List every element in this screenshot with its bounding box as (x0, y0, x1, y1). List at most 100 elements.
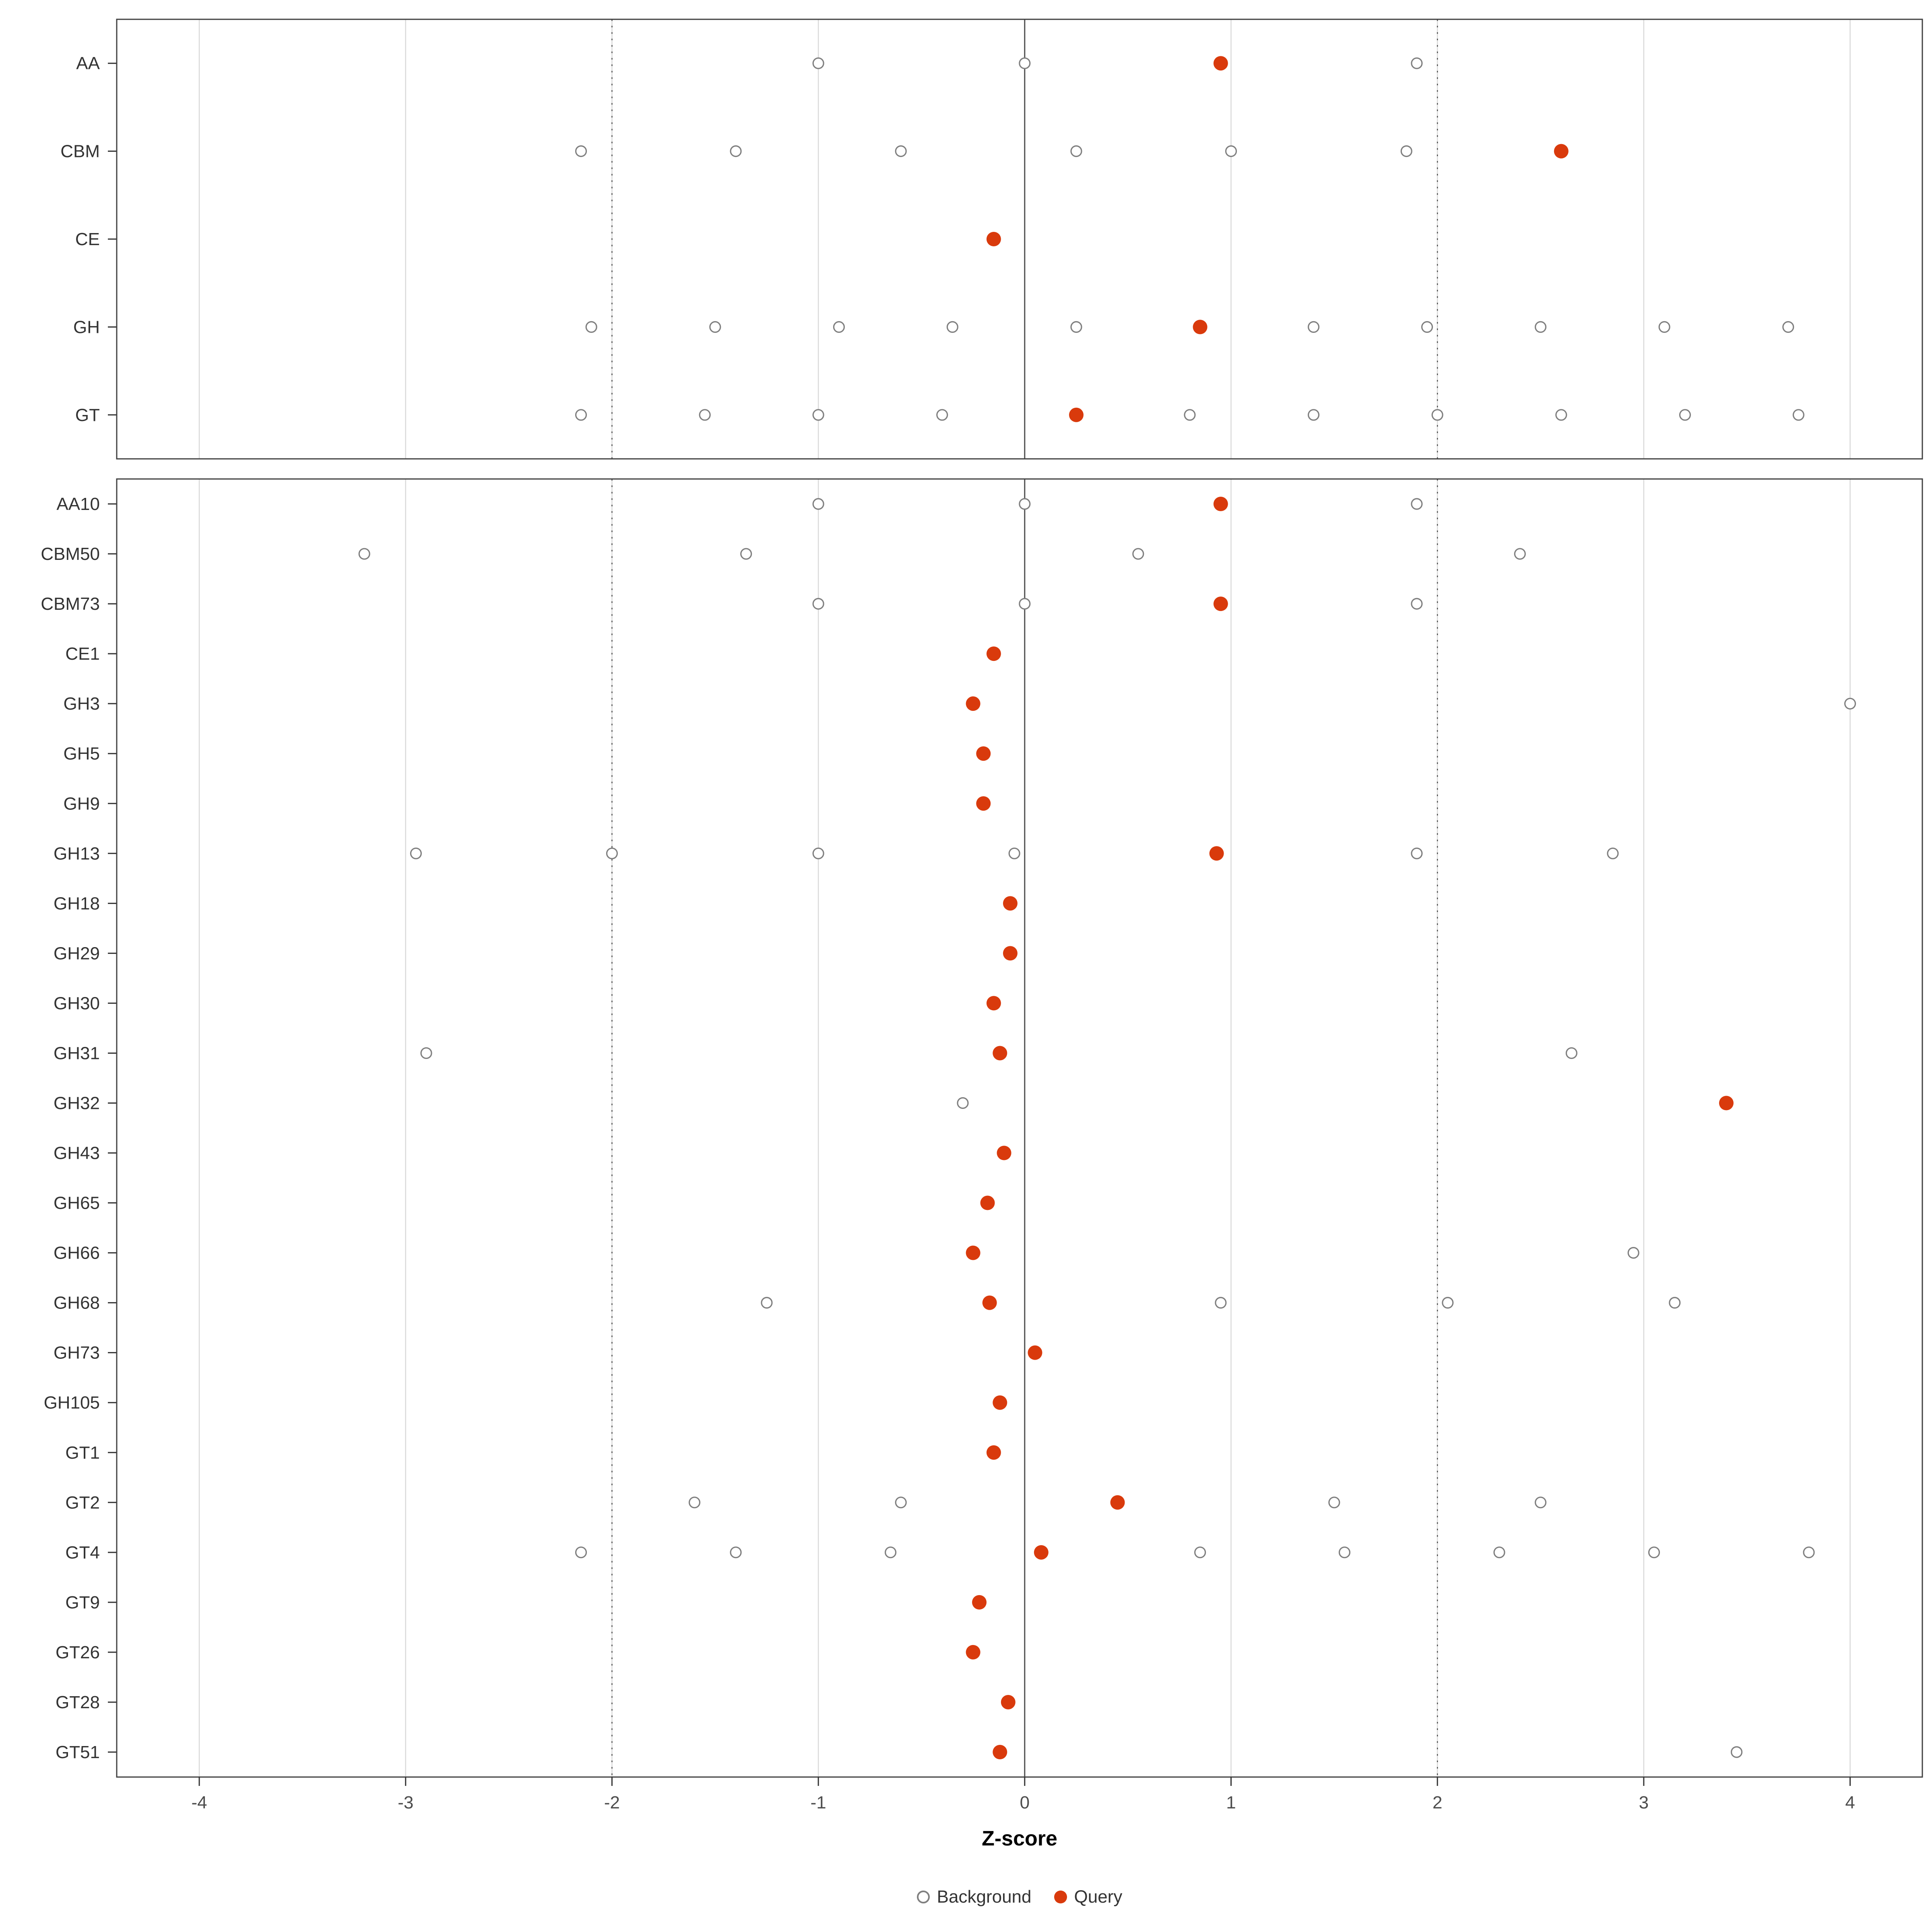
background-point (1803, 1546, 1815, 1558)
background-point (410, 847, 422, 859)
background-point (699, 409, 711, 421)
background-point (688, 1496, 701, 1509)
background-point (884, 1546, 897, 1558)
x-tick-label: 3 (1639, 1793, 1649, 1812)
background-point (1565, 1047, 1578, 1059)
query-point (993, 1395, 1007, 1410)
row-label: GH31 (54, 1043, 100, 1063)
background-point (1019, 498, 1031, 510)
row-label: AA (76, 54, 100, 73)
query-point (972, 1595, 987, 1610)
background-point (1844, 698, 1856, 710)
legend-label-background: Background (937, 1887, 1032, 1907)
row-label: GT4 (65, 1543, 100, 1563)
legend-label-query: Query (1074, 1887, 1123, 1907)
background-point (1792, 409, 1804, 421)
row-label: CBM73 (41, 594, 100, 614)
row-label: GH65 (54, 1193, 100, 1213)
row-label: GT1 (65, 1443, 100, 1463)
row-label: CE (75, 229, 100, 249)
row-label: GT51 (56, 1742, 100, 1762)
background-point (575, 1546, 587, 1558)
background-point (1019, 598, 1031, 610)
background-point (1225, 145, 1237, 157)
background-point (812, 847, 824, 859)
background-point (1534, 321, 1547, 333)
background-point (1514, 548, 1526, 560)
x-tick-label: -4 (192, 1793, 207, 1812)
background-point (895, 145, 907, 157)
row-label: CBM50 (41, 544, 100, 564)
row-label: CE1 (65, 644, 100, 664)
background-point (1493, 1546, 1505, 1558)
background-point (1431, 409, 1443, 421)
query-point (993, 1744, 1007, 1759)
query-point (993, 1046, 1007, 1061)
query-point (1213, 597, 1228, 611)
row-label: GH66 (54, 1243, 100, 1263)
x-tick-label: 2 (1432, 1793, 1442, 1812)
row-label: GH29 (54, 943, 100, 963)
background-point (1215, 1297, 1227, 1309)
background-point (585, 321, 597, 333)
legend-item-background: Background (916, 1887, 1032, 1907)
row-label: GH43 (54, 1144, 100, 1163)
row-label: GH68 (54, 1293, 100, 1313)
query-point (966, 1645, 980, 1660)
background-point (1679, 409, 1691, 421)
background-point (946, 321, 958, 333)
background-point (1555, 409, 1567, 421)
query-point (986, 646, 1001, 661)
background-point (1328, 1496, 1340, 1509)
background-point (1669, 1297, 1681, 1309)
background-point (1307, 409, 1320, 421)
panel-background (117, 19, 1922, 459)
row-label: GT28 (56, 1693, 100, 1712)
background-point (812, 498, 824, 510)
query-point (1209, 846, 1224, 861)
background-point (1070, 321, 1082, 333)
background-point (761, 1297, 773, 1309)
background-point (1627, 1247, 1639, 1259)
background-point (1658, 321, 1670, 333)
row-label: GH9 (64, 794, 100, 813)
row-label: GT9 (65, 1593, 100, 1612)
query-point (1003, 946, 1018, 961)
background-point (1400, 145, 1412, 157)
background-point (740, 548, 752, 560)
background-point (1421, 321, 1433, 333)
background-point (936, 409, 948, 421)
row-label: AA10 (56, 494, 100, 514)
x-tick-label: -2 (604, 1793, 620, 1812)
query-point (1213, 56, 1228, 71)
row-label: GH32 (54, 1093, 100, 1113)
background-point (1534, 1496, 1547, 1509)
query-point (1001, 1695, 1016, 1709)
background-point (1648, 1546, 1660, 1558)
background-point (812, 57, 824, 69)
legend: Background Query (117, 1887, 1922, 1907)
query-point (1719, 1096, 1734, 1110)
query-point (976, 746, 991, 761)
x-tick-label: 1 (1226, 1793, 1236, 1812)
background-point (1730, 1746, 1743, 1758)
panel-border (116, 19, 1923, 460)
background-point (1411, 598, 1423, 610)
query-point (986, 1445, 1001, 1460)
x-tick-label: 0 (1020, 1793, 1030, 1812)
query-point (1213, 497, 1228, 512)
background-point (1411, 498, 1423, 510)
background-point (1411, 57, 1423, 69)
background-point (1411, 847, 1423, 859)
query-point (966, 1245, 980, 1260)
background-point (833, 321, 845, 333)
row-label: GH30 (54, 993, 100, 1013)
query-point (986, 232, 1001, 246)
row-label: GH (73, 317, 100, 337)
background-point (1019, 57, 1031, 69)
background-point (1070, 145, 1082, 157)
row-label: CBM (60, 142, 100, 161)
x-axis-title: Z-score (982, 1827, 1057, 1850)
row-label: GH105 (44, 1393, 100, 1413)
